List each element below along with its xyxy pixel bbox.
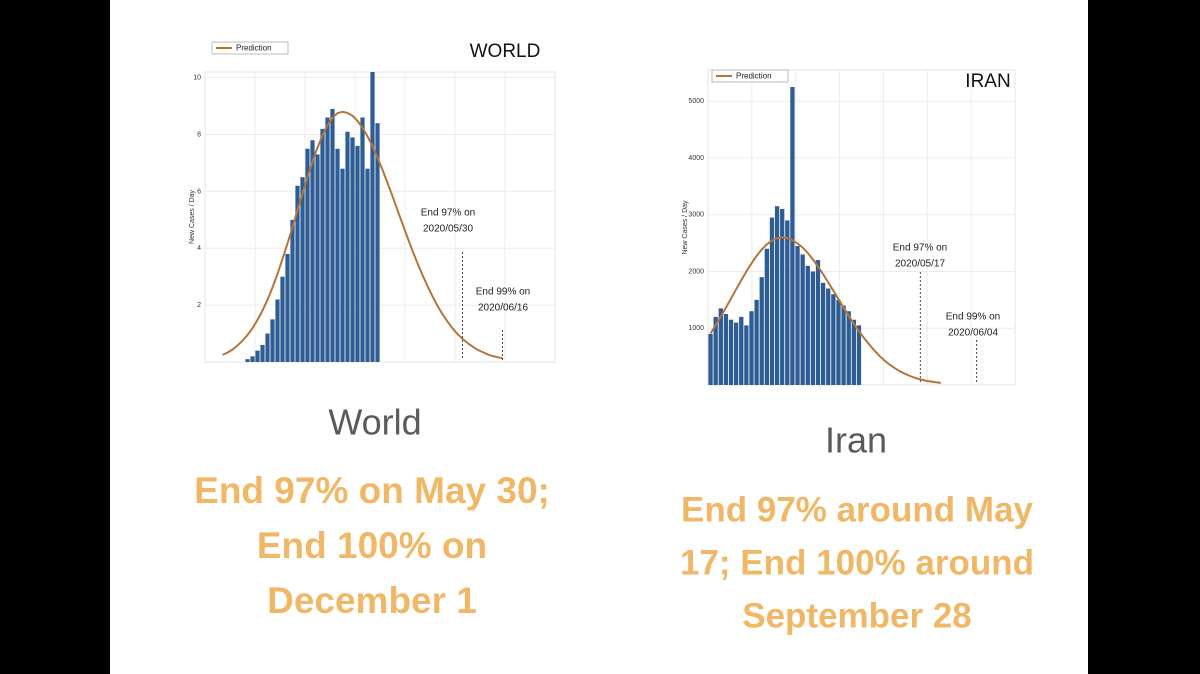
bar <box>733 322 739 385</box>
bar <box>780 209 785 385</box>
y-tick-label: 10 <box>193 75 201 82</box>
prediction-line <box>709 236 941 384</box>
y-tick-label: 1000 <box>688 325 704 332</box>
bar <box>831 294 836 385</box>
summary-line: September 28 <box>742 596 972 635</box>
bar <box>805 265 810 385</box>
bar <box>749 311 754 385</box>
annotation-text: 2020/06/16 <box>478 303 528 314</box>
bar <box>815 260 821 385</box>
bar <box>300 177 305 362</box>
bar <box>723 314 729 385</box>
bar <box>355 145 360 362</box>
bar <box>275 299 280 362</box>
legend-box <box>211 41 289 55</box>
annotation-text: 2020/05/30 <box>423 224 473 235</box>
y-axis-label: New Cases / Day <box>189 189 196 244</box>
chart-title: IRAN <box>965 71 1010 92</box>
annotation-text: End 97% on <box>421 208 476 219</box>
bar <box>270 319 275 362</box>
bar <box>335 148 340 362</box>
y-axis-label: New Cases / Day <box>682 200 689 255</box>
bar <box>708 333 713 385</box>
bar <box>255 350 260 362</box>
caption: World <box>328 402 421 443</box>
caption: Iran <box>825 420 887 461</box>
annotation-text: 2020/06/04 <box>948 328 998 339</box>
y-tick-label: 4000 <box>688 155 704 162</box>
chart-title: WORLD <box>470 41 541 62</box>
annotation-text: 2020/05/17 <box>895 259 945 270</box>
bar <box>310 140 315 362</box>
summary-line: 17; End 100% around <box>680 543 1034 582</box>
plot-area <box>707 69 1016 386</box>
y-tick-label: 2 <box>197 302 201 309</box>
summary-line: End 100% on <box>257 525 487 566</box>
bar <box>826 288 831 385</box>
summary-line: End 97% on May 30; <box>194 470 550 511</box>
bar <box>759 277 764 385</box>
bar <box>769 217 775 385</box>
bar <box>790 87 795 385</box>
bar <box>728 319 734 385</box>
legend-label: Prediction <box>236 44 272 53</box>
bar <box>305 148 310 362</box>
bar <box>800 254 805 385</box>
bar <box>739 316 744 385</box>
bar <box>320 128 325 362</box>
bar <box>846 311 851 385</box>
bar <box>360 117 365 362</box>
bar <box>841 305 846 385</box>
bar <box>836 299 841 385</box>
prediction-line <box>222 110 503 360</box>
bar <box>744 325 749 385</box>
summary-line: December 1 <box>267 580 477 621</box>
bar <box>820 282 826 385</box>
bar <box>325 117 330 362</box>
bar <box>290 219 295 362</box>
bar <box>315 154 320 362</box>
bar <box>365 168 370 362</box>
bar <box>370 72 375 362</box>
y-tick-label: 2000 <box>688 268 704 275</box>
bar <box>245 359 250 362</box>
bar <box>713 316 718 385</box>
bar <box>330 108 335 362</box>
annotation-text: End 99% on <box>946 312 1001 323</box>
bar <box>280 276 285 362</box>
bar <box>340 168 345 362</box>
y-tick-label: 4 <box>197 245 201 252</box>
bar <box>754 299 759 385</box>
legend-label: Prediction <box>736 72 772 81</box>
plot-area <box>204 71 556 363</box>
legend-box <box>711 69 789 83</box>
y-tick-label: 8 <box>197 131 201 138</box>
bar <box>718 308 723 385</box>
annotation-text: End 99% on <box>476 287 531 298</box>
bar <box>295 185 300 362</box>
bar <box>764 248 769 385</box>
bar <box>350 137 355 362</box>
summary-line: End 97% around May <box>681 490 1034 529</box>
bar <box>250 356 255 362</box>
bar <box>285 253 290 362</box>
bar <box>345 131 350 362</box>
annotation-text: End 97% on <box>893 243 948 254</box>
bar <box>856 325 862 385</box>
y-tick-label: 5000 <box>688 98 704 105</box>
bar <box>785 220 790 385</box>
bar <box>265 333 270 362</box>
bar <box>375 123 380 362</box>
bar <box>810 271 816 385</box>
bar <box>774 206 780 385</box>
bar <box>851 319 856 385</box>
y-tick-label: 3000 <box>688 212 704 219</box>
y-tick-label: 6 <box>197 188 201 195</box>
bar <box>260 344 265 362</box>
bar <box>795 245 800 385</box>
